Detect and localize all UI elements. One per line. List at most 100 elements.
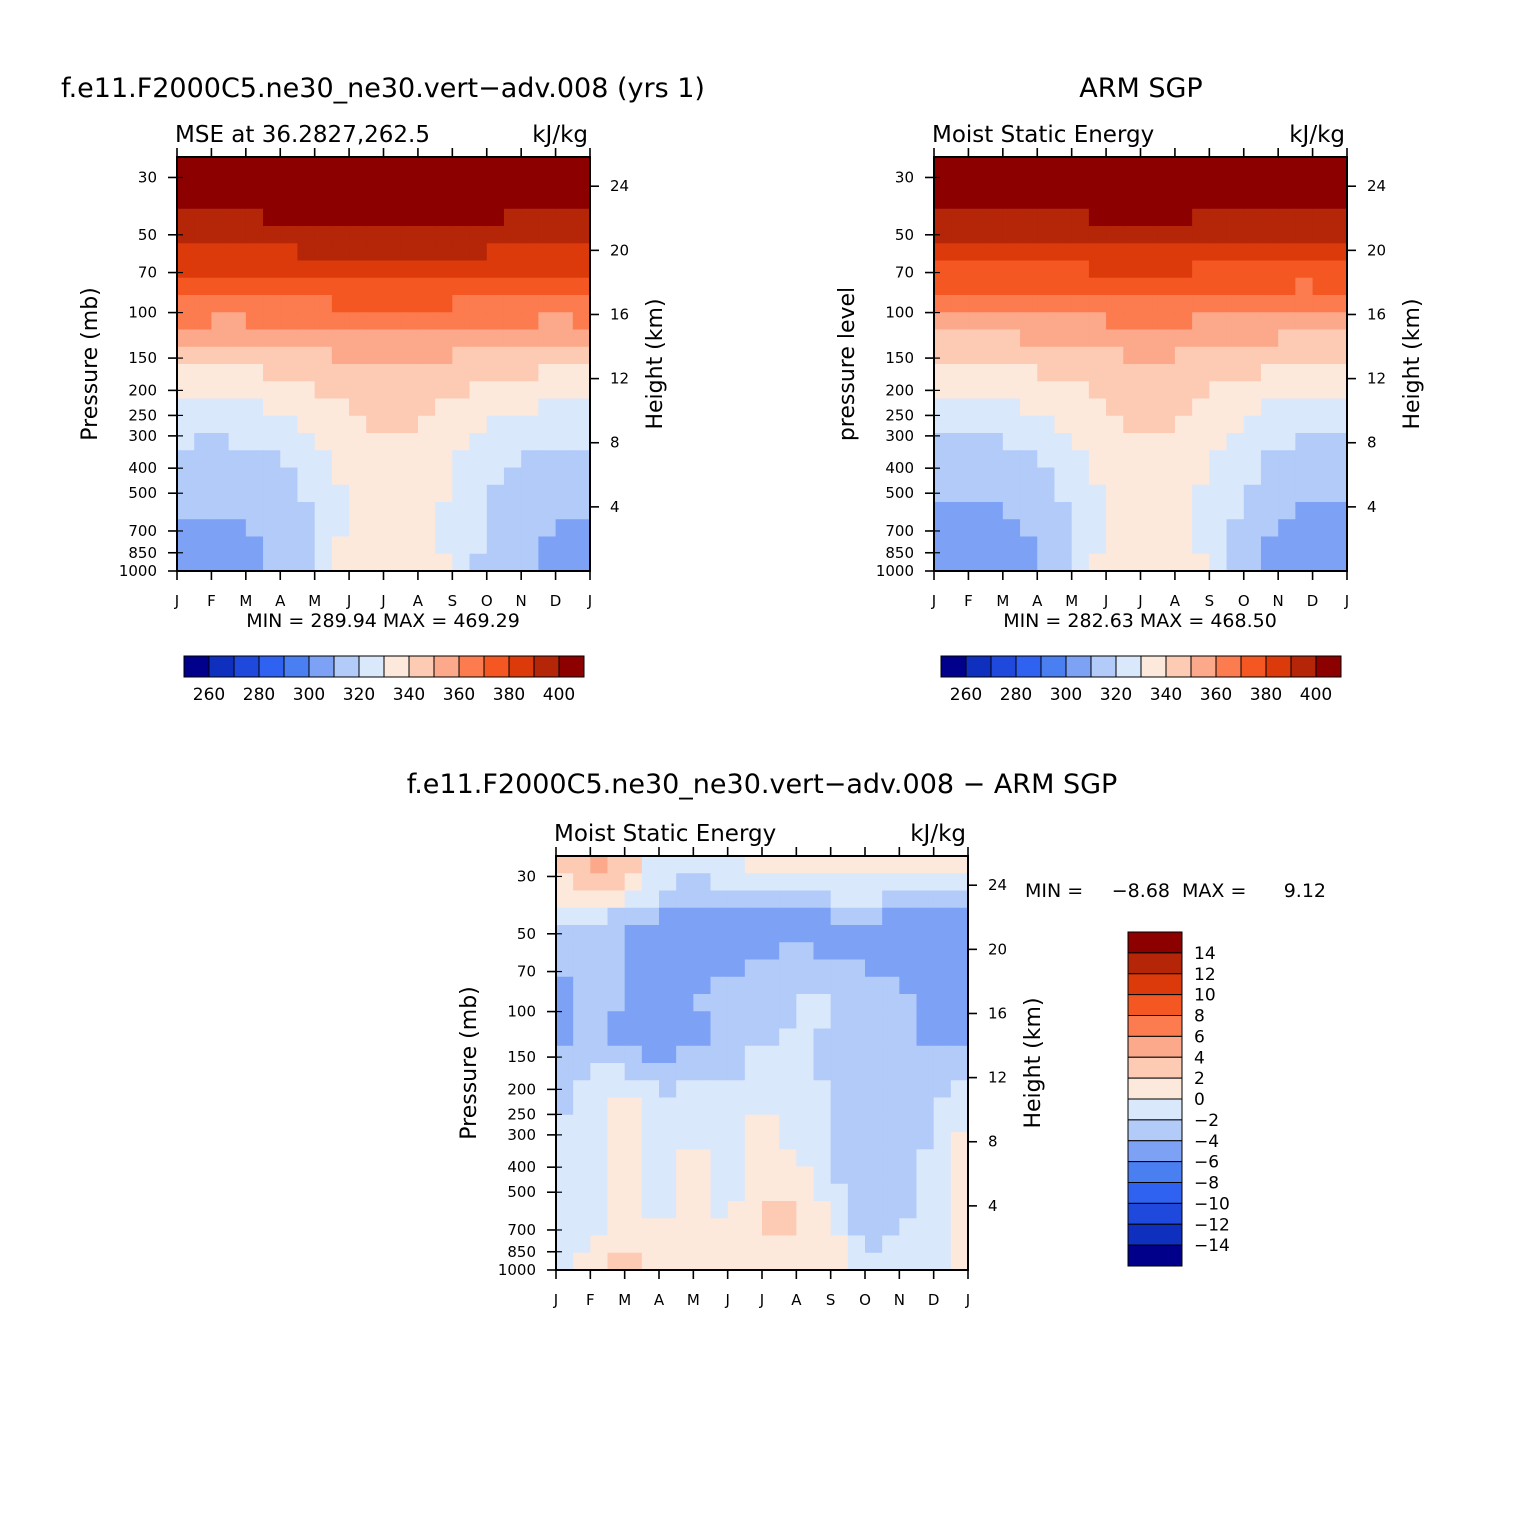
- contour-cell: [968, 208, 987, 227]
- contour-cell: [538, 467, 557, 486]
- contour-cell: [1054, 157, 1073, 175]
- y-tick-label: 150: [128, 349, 157, 367]
- contour-cell: [950, 1080, 969, 1099]
- contour-cell: [1278, 174, 1296, 193]
- contour-cell: [297, 553, 316, 572]
- x-tick-label: A: [413, 592, 424, 610]
- contour-cell: [1140, 277, 1159, 296]
- contour-cell: [916, 1028, 935, 1047]
- contour-cell: [1140, 381, 1159, 400]
- colorbar-label: 260: [193, 685, 225, 705]
- contour-cell: [865, 959, 883, 978]
- contour-cell: [1071, 329, 1090, 348]
- colorbar-box: [1127, 1077, 1183, 1100]
- contour-cell: [1037, 295, 1056, 313]
- contour-cell: [1243, 260, 1262, 279]
- contour-cell: [693, 1201, 712, 1219]
- contour-cell: [607, 1011, 626, 1030]
- contour-cell: [727, 873, 746, 892]
- contour-cell: [349, 381, 367, 400]
- contour-cell: [727, 1011, 746, 1030]
- contour-cell: [813, 1183, 832, 1202]
- contour-cell: [727, 1080, 746, 1099]
- contour-cell: [607, 856, 626, 874]
- colorbar-label: −8: [1194, 1174, 1219, 1194]
- contour-cell: [1020, 433, 1038, 451]
- contour-cell: [1002, 226, 1021, 244]
- contour-cell: [1174, 260, 1193, 279]
- contour-cell: [435, 502, 453, 520]
- contour-cell: [486, 364, 505, 382]
- contour-cell: [194, 519, 213, 538]
- contour-cell: [1106, 329, 1124, 348]
- contour-cell: [624, 1028, 643, 1047]
- contour-cell: [1037, 208, 1056, 227]
- contour-cell: [830, 907, 849, 926]
- contour-cell: [676, 1132, 694, 1150]
- contour-cell: [194, 260, 213, 279]
- colorbar-box: [1015, 655, 1042, 678]
- contour-cell: [710, 1080, 729, 1099]
- contour-cell: [573, 1218, 591, 1237]
- contour-cell: [349, 467, 367, 486]
- contour-cell: [624, 1080, 643, 1099]
- contour-cell: [452, 450, 471, 469]
- contour-cell: [452, 519, 471, 538]
- contour-cell: [263, 312, 281, 331]
- contour-cell: [1260, 519, 1279, 538]
- contour-cell: [400, 157, 419, 175]
- contour-cell: [676, 1114, 694, 1133]
- max-label: MAX =: [1182, 880, 1246, 902]
- contour-cell: [607, 1218, 626, 1237]
- colorbar-label: 8: [1194, 1007, 1205, 1027]
- contour-cell: [503, 226, 522, 244]
- contour-cell: [1140, 398, 1159, 417]
- contour-cell: [245, 519, 264, 538]
- contour-cell: [314, 157, 333, 175]
- contour-cell: [1106, 415, 1124, 434]
- contour-cell: [590, 959, 609, 978]
- contour-cell: [228, 208, 247, 227]
- contour-cell: [538, 536, 557, 555]
- contour-cell: [1260, 381, 1279, 400]
- contour-cell: [727, 1235, 746, 1254]
- contour-cell: [796, 1063, 815, 1081]
- contour-cell: [1054, 208, 1073, 227]
- contour-cell: [762, 873, 780, 892]
- contour-cell: [555, 553, 574, 572]
- contour-cell: [710, 1063, 729, 1081]
- contour-cell: [555, 260, 574, 279]
- contour-cell: [280, 346, 299, 365]
- contour-cell: [1260, 329, 1279, 348]
- contour-cell: [331, 191, 350, 210]
- contour-cell: [349, 553, 367, 572]
- contour-cell: [400, 208, 419, 227]
- contour-cell: [572, 364, 591, 382]
- contour-cell: [1106, 208, 1124, 227]
- contour-cell: [383, 502, 402, 520]
- contour-cell: [1209, 174, 1228, 193]
- contour-cell: [1209, 502, 1228, 520]
- contour-cell: [383, 536, 402, 555]
- contour-cell: [624, 1045, 643, 1064]
- contour-cell: [469, 364, 488, 382]
- subtitle-right: kJ/kg: [532, 122, 588, 148]
- contour-cell: [400, 346, 419, 365]
- contour-cell: [1088, 191, 1107, 210]
- contour-cell: [469, 381, 488, 400]
- contour-cell: [263, 519, 281, 538]
- contour-cell: [1329, 243, 1348, 262]
- contour-cell: [366, 450, 385, 469]
- contour-cell: [813, 1011, 832, 1030]
- contour-cell: [1037, 433, 1056, 451]
- contour-cell: [1140, 502, 1159, 520]
- contour-cell: [177, 467, 195, 486]
- contour-cell: [521, 191, 539, 210]
- contour-cell: [383, 364, 402, 382]
- x-tick-label: M: [239, 592, 252, 610]
- contour-cell: [366, 346, 385, 365]
- contour-cell: [865, 1132, 883, 1150]
- contour-cell: [1260, 450, 1279, 469]
- contour-cell: [572, 260, 591, 279]
